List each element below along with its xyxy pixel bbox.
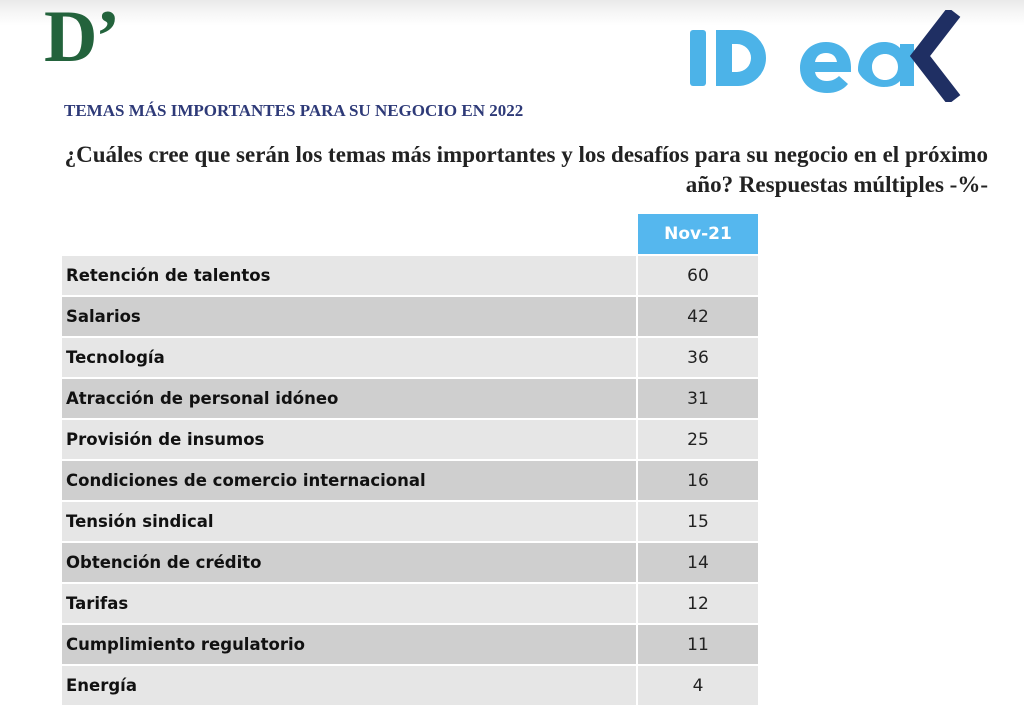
row-label: Provisión de insumos [62,420,636,459]
chevron-left-icon [909,10,961,102]
row-label: Tecnología [62,338,636,377]
header-blank-cell [62,214,638,254]
table-header: Nov-21 [62,214,758,254]
section-title: TEMAS MÁS IMPORTANTES PARA SU NEGOCIO EN… [64,101,524,120]
table-row: Energía 4 [62,666,758,705]
idea-logo-letters [690,30,914,93]
table-row: Retención de talentos 60 [62,256,758,295]
row-value: 14 [638,543,758,582]
row-value: 25 [638,420,758,459]
results-table: Nov-21 Retención de talentos 60 Salarios… [62,214,758,707]
row-value: 4 [638,666,758,705]
row-label: Retención de talentos [62,256,636,295]
table-row: Tarifas 12 [62,584,758,623]
table-row: Condiciones de comercio internacional 16 [62,461,758,500]
table-row: Cumplimiento regulatorio 11 [62,625,758,664]
column-header-nov-21: Nov-21 [638,214,758,254]
row-label: Atracción de personal idóneo [62,379,636,418]
table-row: Salarios 42 [62,297,758,336]
row-label: Tensión sindical [62,502,636,541]
row-value: 60 [638,256,758,295]
row-label: Tarifas [62,584,636,623]
row-value: 42 [638,297,758,336]
table-row: Provisión de insumos 25 [62,420,758,459]
table-row: Tecnología 36 [62,338,758,377]
row-value: 36 [638,338,758,377]
row-label: Cumplimiento regulatorio [62,625,636,664]
row-value: 31 [638,379,758,418]
idea-logo [690,10,961,102]
survey-question: ¿Cuáles cree que serán los temas más imp… [64,142,988,197]
table-body: Retención de talentos 60 Salarios 42 Tec… [62,256,758,705]
row-value: 12 [638,584,758,623]
row-label: Salarios [62,297,636,336]
d-logo: D’ [44,0,120,78]
row-label: Condiciones de comercio internacional [62,461,636,500]
row-label: Energía [62,666,636,705]
row-value: 16 [638,461,758,500]
table-row: Tensión sindical 15 [62,502,758,541]
row-label: Obtención de crédito [62,543,636,582]
table-row: Atracción de personal idóneo 31 [62,379,758,418]
table-row: Obtención de crédito 14 [62,543,758,582]
row-value: 15 [638,502,758,541]
row-value: 11 [638,625,758,664]
